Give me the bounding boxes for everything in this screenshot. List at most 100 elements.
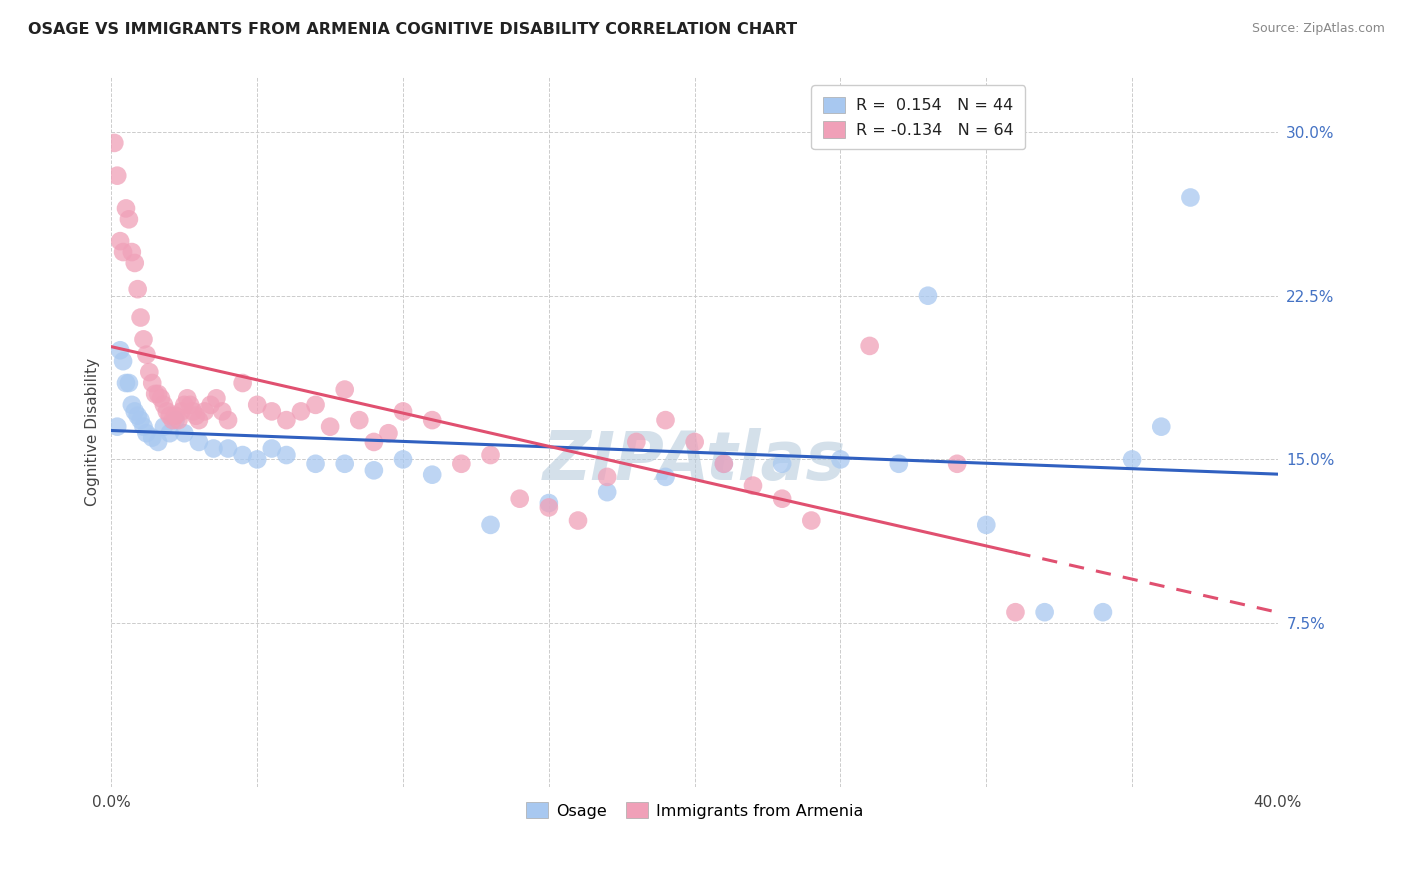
Point xyxy=(1033,605,1056,619)
Point xyxy=(304,398,326,412)
Point xyxy=(654,470,676,484)
Point xyxy=(129,310,152,325)
Point xyxy=(349,413,371,427)
Point xyxy=(176,392,198,406)
Point xyxy=(150,392,173,406)
Point xyxy=(170,404,193,418)
Legend: Osage, Immigrants from Armenia: Osage, Immigrants from Armenia xyxy=(519,796,870,825)
Point xyxy=(159,426,181,441)
Point xyxy=(135,348,157,362)
Point xyxy=(260,404,283,418)
Point xyxy=(217,413,239,427)
Point xyxy=(333,457,356,471)
Point xyxy=(181,404,204,418)
Point xyxy=(363,463,385,477)
Point xyxy=(184,409,207,423)
Point xyxy=(537,500,560,515)
Point xyxy=(121,245,143,260)
Point xyxy=(165,409,187,423)
Point xyxy=(260,442,283,456)
Point xyxy=(392,404,415,418)
Point xyxy=(1121,452,1143,467)
Text: OSAGE VS IMMIGRANTS FROM ARMENIA COGNITIVE DISABILITY CORRELATION CHART: OSAGE VS IMMIGRANTS FROM ARMENIA COGNITI… xyxy=(28,22,797,37)
Point xyxy=(162,413,184,427)
Point xyxy=(194,404,217,418)
Point xyxy=(138,365,160,379)
Point xyxy=(1091,605,1114,619)
Text: Source: ZipAtlas.com: Source: ZipAtlas.com xyxy=(1251,22,1385,36)
Point xyxy=(156,404,179,418)
Point xyxy=(392,452,415,467)
Point xyxy=(509,491,531,506)
Point xyxy=(105,169,128,183)
Point xyxy=(173,398,195,412)
Point xyxy=(742,478,765,492)
Point xyxy=(200,398,222,412)
Point xyxy=(567,514,589,528)
Point xyxy=(108,234,131,248)
Point xyxy=(830,452,852,467)
Point xyxy=(105,419,128,434)
Point xyxy=(770,491,793,506)
Point xyxy=(887,457,910,471)
Text: ZIPAtlas: ZIPAtlas xyxy=(543,427,846,493)
Point xyxy=(153,419,176,434)
Point xyxy=(187,413,209,427)
Point xyxy=(319,419,342,434)
Point xyxy=(859,339,882,353)
Point xyxy=(333,383,356,397)
Point xyxy=(479,517,502,532)
Point xyxy=(232,448,254,462)
Point xyxy=(124,404,146,418)
Point xyxy=(420,467,443,482)
Point xyxy=(683,434,706,449)
Point xyxy=(974,517,997,532)
Point xyxy=(146,387,169,401)
Point xyxy=(103,136,125,150)
Point xyxy=(946,457,969,471)
Point xyxy=(141,431,163,445)
Point xyxy=(1180,190,1202,204)
Point xyxy=(153,398,176,412)
Point xyxy=(115,376,138,390)
Point xyxy=(167,413,190,427)
Point xyxy=(118,212,141,227)
Point xyxy=(211,404,233,418)
Point xyxy=(713,457,735,471)
Point xyxy=(173,426,195,441)
Point xyxy=(654,413,676,427)
Point xyxy=(917,289,939,303)
Point xyxy=(205,392,228,406)
Point xyxy=(232,376,254,390)
Point xyxy=(276,448,298,462)
Point xyxy=(363,434,385,449)
Point xyxy=(179,398,201,412)
Point xyxy=(596,485,619,500)
Point xyxy=(276,413,298,427)
Point xyxy=(146,434,169,449)
Point xyxy=(450,457,472,471)
Point xyxy=(165,413,187,427)
Point xyxy=(112,354,135,368)
Point xyxy=(108,343,131,358)
Point xyxy=(127,409,149,423)
Point xyxy=(112,245,135,260)
Point xyxy=(304,457,326,471)
Point xyxy=(479,448,502,462)
Point xyxy=(290,404,312,418)
Y-axis label: Cognitive Disability: Cognitive Disability xyxy=(86,358,100,506)
Point xyxy=(132,332,155,346)
Point xyxy=(143,387,166,401)
Point xyxy=(124,256,146,270)
Point xyxy=(217,442,239,456)
Point xyxy=(187,434,209,449)
Point xyxy=(118,376,141,390)
Point xyxy=(202,442,225,456)
Point xyxy=(1004,605,1026,619)
Point xyxy=(377,426,399,441)
Point xyxy=(770,457,793,471)
Point xyxy=(596,470,619,484)
Point xyxy=(246,398,269,412)
Point xyxy=(800,514,823,528)
Point xyxy=(135,426,157,441)
